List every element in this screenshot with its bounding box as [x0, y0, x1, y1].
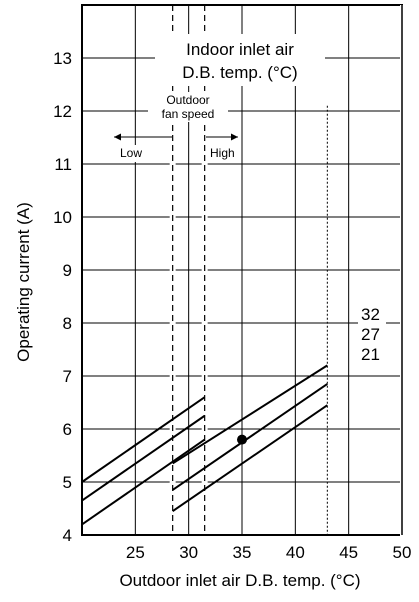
x-tick-label-35: 35: [233, 543, 252, 562]
series-32-segment-high: [172, 364, 328, 465]
series-27-segment-low: [81, 414, 206, 502]
x-tick-label-30: 30: [179, 543, 198, 562]
boundaries: [169, 5, 328, 535]
y-tick-label-8: 8: [63, 314, 72, 333]
fan-speed-title-line-1: Outdoor: [166, 93, 209, 107]
series-lines: [81, 364, 328, 526]
fan-low-arrowhead: [114, 133, 121, 141]
legend-title-line-2: D.B. temp. (°C): [182, 63, 297, 82]
x-axis-title: Outdoor inlet air D.B. temp. (°C): [119, 571, 360, 590]
series-27-segment-high: [172, 383, 328, 491]
y-tick-label-5: 5: [63, 473, 72, 492]
y-tick-label-7: 7: [63, 367, 72, 386]
fan-high-arrowhead: [231, 133, 238, 141]
fan-speed-title-background: [148, 92, 228, 122]
annotations: Indoor inlet air D.B. temp. (°C) Outdoor…: [114, 34, 386, 365]
y-tick-label-6: 6: [63, 420, 72, 439]
series-labels-background: [358, 303, 386, 365]
series-label-27: 27: [361, 325, 380, 344]
x-tick-label-25: 25: [126, 543, 145, 562]
legend-title-background: [155, 34, 325, 86]
x-tick-label-50: 50: [393, 543, 412, 562]
fan-speed-title-line-2: fan speed: [162, 107, 215, 121]
series-21-segment-low: [81, 438, 206, 526]
y-tick-labels: 4 5 6 7 8 9 10 11 12 13: [53, 49, 72, 545]
x-tick-label-45: 45: [339, 543, 358, 562]
series-label-32: 32: [361, 305, 380, 324]
y-tick-label-9: 9: [63, 261, 72, 280]
marker: [237, 434, 247, 445]
y-tick-label-10: 10: [53, 208, 72, 227]
y-tick-label-12: 12: [53, 102, 72, 121]
plot-frame: [81, 4, 419, 537]
y-tick-label-11: 11: [54, 155, 72, 174]
fan-low-label-background: [118, 145, 148, 162]
marker-point: [237, 434, 247, 445]
frame-right-mask: [400, 5, 419, 537]
series-32-segment-low: [81, 396, 206, 483]
x-tick-label-40: 40: [286, 543, 305, 562]
legend-title-line-1: Indoor inlet air: [186, 40, 294, 59]
series-21-segment-high: [172, 404, 328, 512]
x-tick-labels: 25 30 35 40 45 50: [126, 543, 412, 562]
fan-low-label: Low: [120, 146, 142, 160]
fan-high-label: High: [210, 146, 235, 160]
y-tick-label-4: 4: [63, 526, 72, 545]
series-label-21: 21: [361, 345, 380, 364]
fan-high-label-background: [208, 145, 240, 162]
y-tick-label-13: 13: [53, 49, 72, 68]
y-axis-title: Operating current (A): [14, 202, 33, 362]
